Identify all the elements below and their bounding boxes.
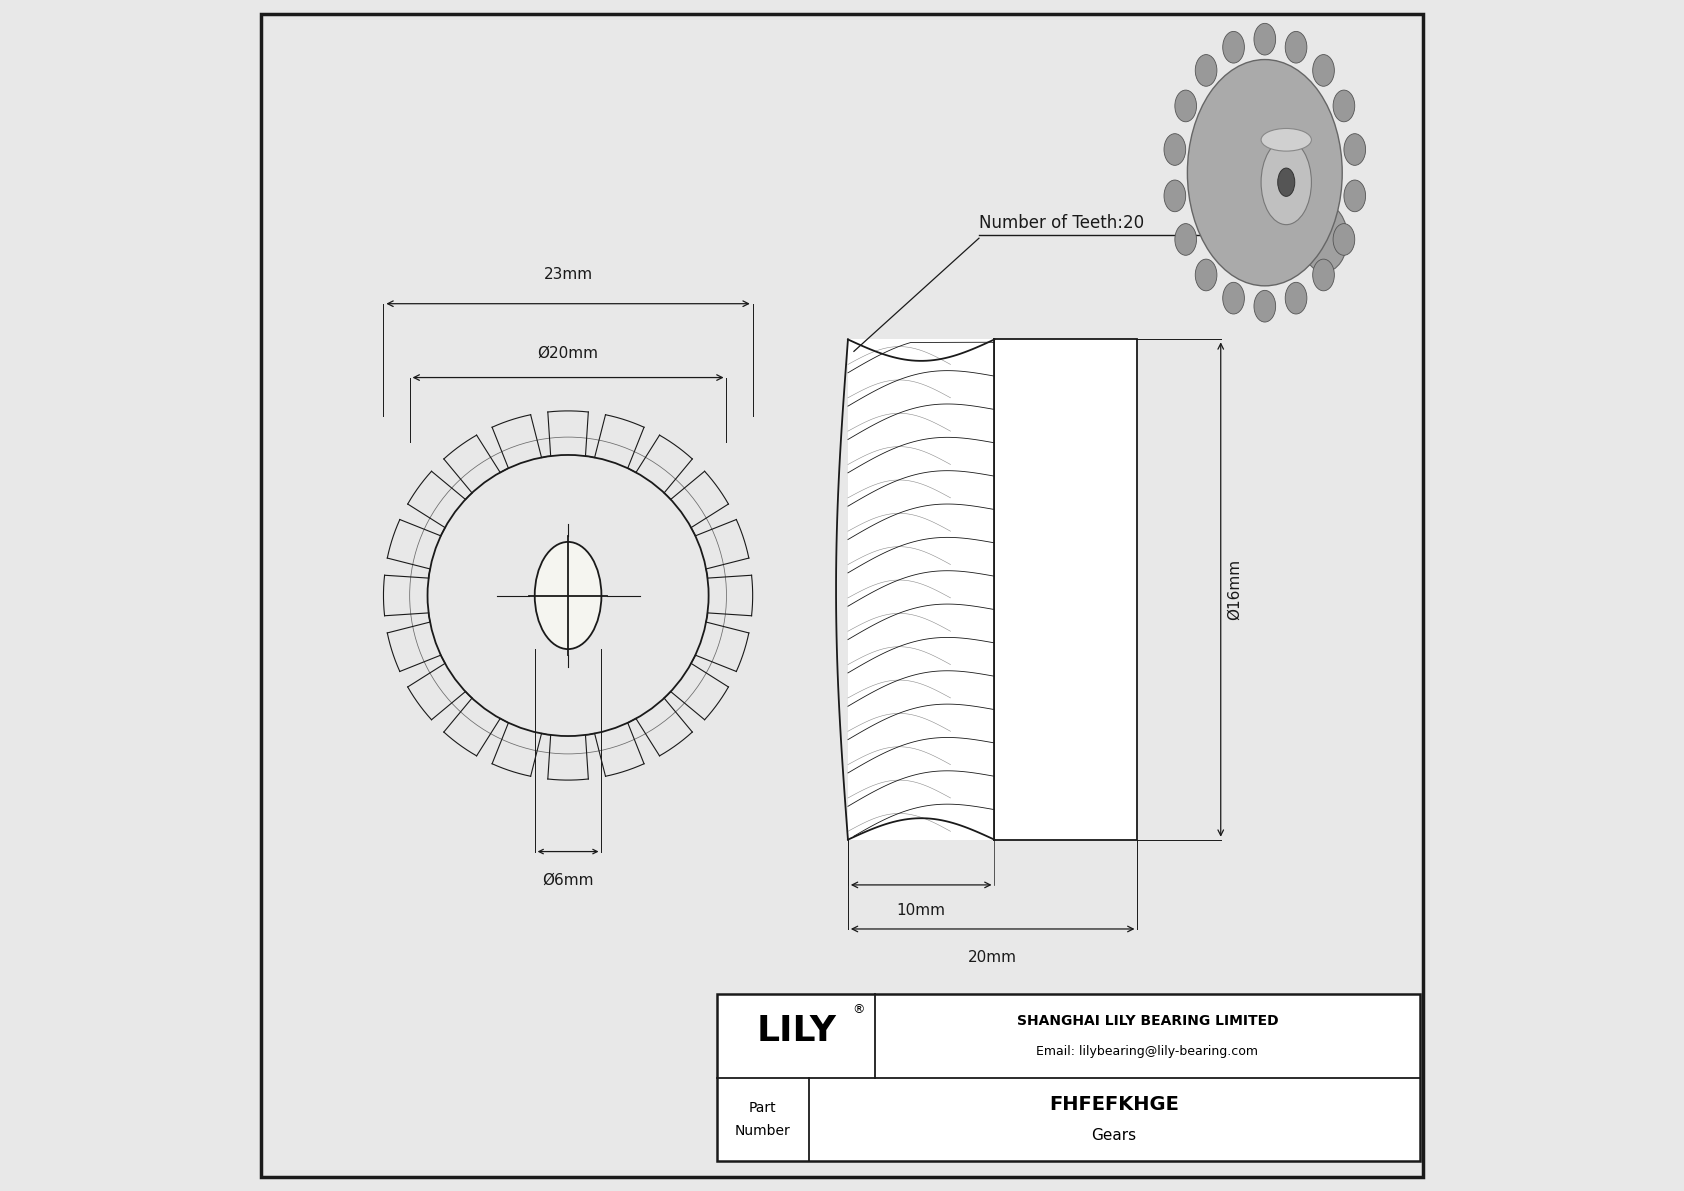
Ellipse shape	[1261, 129, 1312, 151]
Text: Ø16mm: Ø16mm	[1226, 559, 1241, 621]
Ellipse shape	[1255, 291, 1276, 322]
Bar	[995, 339, 1137, 840]
Bar	[717, 994, 1420, 1161]
Ellipse shape	[1164, 133, 1186, 166]
Ellipse shape	[1223, 282, 1244, 314]
Text: FHFEFKHGE: FHFEFKHGE	[1049, 1095, 1179, 1114]
Ellipse shape	[1175, 91, 1197, 121]
Text: Part: Part	[749, 1100, 776, 1115]
Text: 10mm: 10mm	[896, 903, 946, 918]
Ellipse shape	[1314, 260, 1334, 291]
Ellipse shape	[1164, 180, 1186, 212]
Ellipse shape	[1334, 91, 1354, 121]
Bar	[849, 339, 995, 840]
Ellipse shape	[1175, 224, 1197, 255]
Ellipse shape	[1255, 24, 1276, 55]
Text: ®: ®	[852, 1004, 864, 1016]
Text: Ø6mm: Ø6mm	[542, 873, 594, 888]
Ellipse shape	[1314, 55, 1334, 86]
Ellipse shape	[1187, 60, 1342, 286]
Ellipse shape	[1196, 260, 1218, 291]
Ellipse shape	[1223, 31, 1244, 63]
Text: SHANGHAI LILY BEARING LIMITED: SHANGHAI LILY BEARING LIMITED	[1017, 1014, 1278, 1028]
Text: Email: lilybearing@lily-bearing.com: Email: lilybearing@lily-bearing.com	[1036, 1046, 1258, 1058]
Ellipse shape	[1285, 282, 1307, 314]
Text: 20mm: 20mm	[968, 950, 1017, 966]
Ellipse shape	[536, 542, 601, 649]
Ellipse shape	[1261, 139, 1312, 225]
Text: Ø20mm: Ø20mm	[537, 345, 598, 361]
Ellipse shape	[1302, 205, 1347, 273]
Bar	[717, 994, 1420, 1161]
Ellipse shape	[1334, 224, 1354, 255]
Ellipse shape	[1196, 55, 1218, 86]
Text: Gears: Gears	[1091, 1128, 1137, 1142]
Text: 23mm: 23mm	[544, 267, 593, 282]
Text: Number: Number	[734, 1124, 791, 1139]
Text: LILY: LILY	[756, 1015, 835, 1048]
Ellipse shape	[1285, 31, 1307, 63]
Ellipse shape	[1344, 180, 1366, 212]
Ellipse shape	[1278, 168, 1295, 197]
Ellipse shape	[1344, 133, 1366, 166]
Text: Number of Teeth:20: Number of Teeth:20	[978, 214, 1143, 232]
